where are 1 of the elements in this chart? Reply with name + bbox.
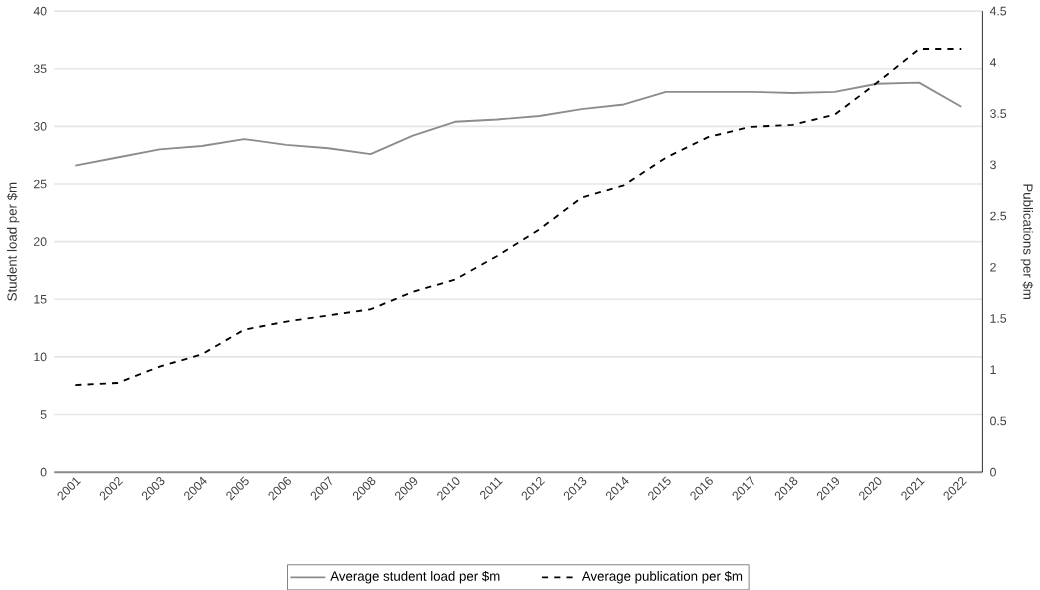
line-series	[74, 47, 963, 386]
